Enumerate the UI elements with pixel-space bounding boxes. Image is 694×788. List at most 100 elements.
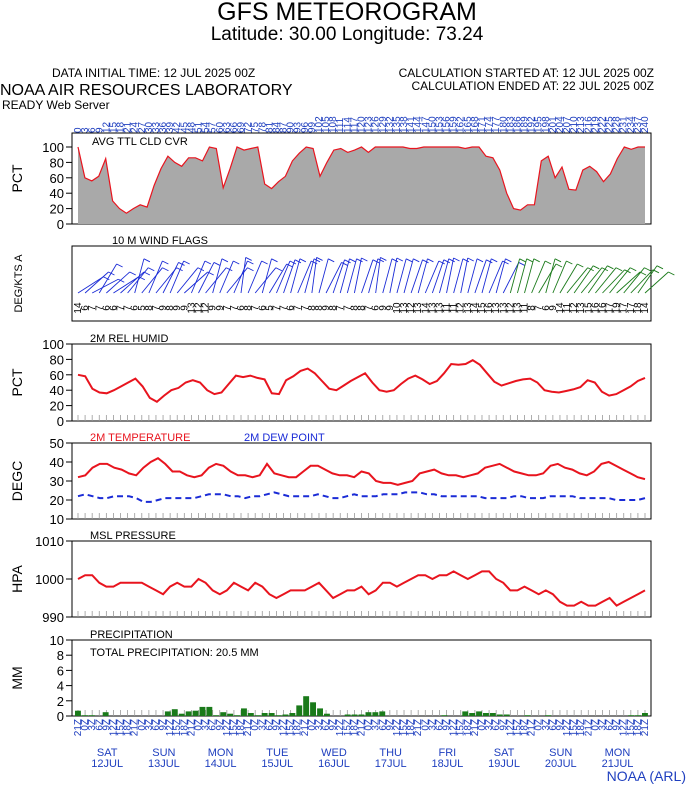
forecast-hour-label: 177 bbox=[491, 116, 502, 133]
precip-total: TOTAL PRECIPITATION: 20.5 MM bbox=[90, 647, 259, 659]
wind-barb bbox=[580, 267, 603, 294]
precip-bar bbox=[372, 712, 379, 716]
wind-barb bbox=[431, 259, 445, 294]
precip-bar bbox=[220, 712, 227, 716]
forecast-hour-label: 198 bbox=[541, 116, 552, 133]
day-date: 18JUL bbox=[431, 758, 463, 770]
precip-bar bbox=[351, 714, 358, 716]
precip-bar bbox=[268, 713, 275, 716]
temp-ytick-label: 50 bbox=[50, 436, 64, 451]
wind-barb bbox=[467, 258, 478, 294]
wind-barb-feather bbox=[204, 260, 212, 265]
precip-bar bbox=[275, 715, 282, 716]
wind-speed-label: 7 bbox=[222, 305, 233, 311]
wind-barb-feather bbox=[615, 267, 623, 272]
time-axis-label: 21Z bbox=[470, 719, 481, 736]
wind-barb bbox=[559, 263, 578, 294]
wind-barb-feather bbox=[427, 258, 434, 263]
wind-barb-feather bbox=[162, 260, 169, 265]
wind-barb bbox=[616, 271, 641, 294]
forecast-hour-label: 225 bbox=[605, 116, 616, 133]
time-axis-label: 0Z bbox=[80, 719, 91, 731]
wind-barb bbox=[516, 258, 528, 294]
time-axis-label: 6Z bbox=[94, 719, 105, 731]
time-axis-label: 0Z bbox=[193, 719, 204, 731]
wind-barb-feather bbox=[577, 263, 584, 268]
forecast-hour-label: 219 bbox=[590, 116, 601, 133]
day-of-week: FRI bbox=[439, 747, 457, 759]
calculation-ended: CALCULATION ENDED AT: 22 JUL 2025 00Z bbox=[411, 79, 654, 93]
wind-speed-label: 6 bbox=[108, 305, 119, 311]
wind-barb-feather bbox=[344, 259, 351, 264]
forecast-hour-label: 222 bbox=[597, 116, 608, 133]
precip-bar bbox=[289, 713, 296, 716]
wind-ylabel: DEG/KTS A bbox=[13, 254, 25, 313]
precip-ytick-label: 2 bbox=[57, 694, 64, 709]
time-axis-label: 18Z bbox=[349, 719, 360, 736]
day-of-week: SAT bbox=[494, 747, 515, 759]
wind-speed-label: 8 bbox=[165, 305, 176, 311]
forecast-hour-label: 132 bbox=[385, 116, 396, 133]
forecast-hour-label: 201 bbox=[548, 116, 559, 133]
cloud-cover-area bbox=[78, 147, 645, 224]
pressure-ylabel: HPA bbox=[9, 564, 25, 592]
time-axis-label: 0Z bbox=[477, 719, 488, 731]
forecast-hour-label: 168 bbox=[470, 116, 481, 133]
wind-barb-feather bbox=[313, 258, 321, 263]
wind-speed-label: 5 bbox=[137, 305, 148, 311]
cloud-title: AVG TTL CLD CVR bbox=[92, 136, 188, 148]
wind-barb bbox=[98, 263, 118, 294]
humidity-line bbox=[77, 359, 646, 404]
forecast-hour-label: 27 bbox=[137, 121, 148, 133]
day-of-week: SAT bbox=[97, 747, 118, 759]
cloud-ytick-label: 20 bbox=[50, 202, 64, 217]
forecast-hour-label: 111 bbox=[335, 117, 346, 133]
wind-speed-label: 8 bbox=[328, 305, 339, 311]
forecast-hour-label: 237 bbox=[633, 116, 644, 133]
wind-barb bbox=[176, 267, 199, 294]
wind-barb-feather bbox=[491, 258, 498, 263]
wind-speed-label: 7 bbox=[94, 305, 105, 311]
wind-barb-feather bbox=[630, 267, 637, 272]
wind-barb bbox=[162, 262, 179, 294]
precip-bar bbox=[164, 711, 171, 716]
wind-speed-label: 13 bbox=[427, 302, 438, 314]
precip-bar bbox=[282, 714, 289, 716]
time-axis-label: 6Z bbox=[264, 719, 275, 731]
forecast-hour-label: 228 bbox=[612, 116, 623, 133]
precip-bar bbox=[261, 713, 268, 716]
wind-barb bbox=[644, 271, 669, 294]
wind-barb-feather bbox=[644, 267, 651, 272]
time-axis-label: 18Z bbox=[179, 719, 190, 736]
wind-barb-feather bbox=[566, 260, 573, 265]
forecast-hour-label: 54 bbox=[201, 121, 212, 133]
wind-speed-label: 13 bbox=[463, 302, 474, 314]
forecast-hour-label: 51 bbox=[193, 121, 204, 133]
precip-bar bbox=[213, 715, 220, 716]
wind-barb-feather bbox=[377, 258, 385, 263]
time-axis-label: 12Z bbox=[279, 719, 290, 736]
forecast-hour-label: 105 bbox=[321, 116, 332, 133]
time-axis-label: 0Z bbox=[137, 719, 148, 731]
forecast-hour-label: 45 bbox=[179, 121, 190, 133]
wind-barb bbox=[623, 267, 645, 294]
precip-bar bbox=[102, 712, 109, 716]
wind-speed-label: 7 bbox=[87, 305, 98, 311]
wind-barb bbox=[169, 260, 185, 294]
forecast-hour-label: 123 bbox=[364, 116, 375, 133]
time-axis-label: 0Z bbox=[420, 719, 431, 731]
time-axis-label: 15Z bbox=[172, 719, 183, 736]
forecast-hour-label: 39 bbox=[165, 121, 176, 133]
forecast-hour-label: 153 bbox=[434, 116, 445, 133]
wind-barb-feather bbox=[349, 258, 356, 263]
forecast-hour-label: 183 bbox=[505, 116, 516, 133]
wind-barb bbox=[545, 258, 556, 294]
wind-barb-feather bbox=[286, 263, 293, 268]
forecast-hour-label: 231 bbox=[619, 116, 630, 133]
wind-barb bbox=[283, 259, 296, 294]
time-axis-label: 0Z bbox=[250, 719, 261, 731]
wind-speed-label: 17 bbox=[619, 302, 630, 314]
wind-barb-feather bbox=[247, 267, 254, 272]
wind-barb-feather bbox=[519, 258, 526, 263]
time-axis-label: 15Z bbox=[569, 719, 580, 736]
